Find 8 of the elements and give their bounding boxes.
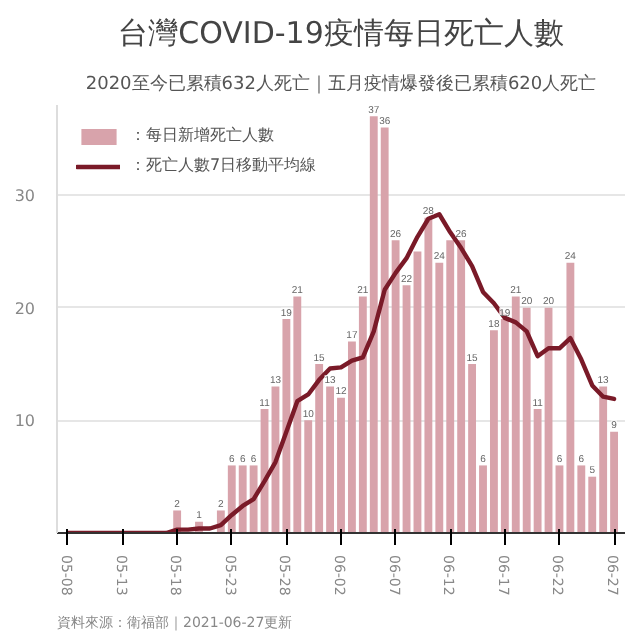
line-series [65,212,617,533]
y-tick-label: 10 [14,412,36,431]
chart-subtitle: 2020至今已累積632人死亡｜五月疫情爆發後已累積620人死亡 [85,73,597,95]
legend-label: ：每日新增死亡人數 [130,124,274,146]
chart-title: 台灣COVID-19疫情每日死亡人數 [118,15,564,51]
legend-label: ：死亡人數7日移動平均線 [130,154,317,176]
y-tick-label: 30 [14,187,36,206]
y-tick-label: 20 [14,299,36,318]
